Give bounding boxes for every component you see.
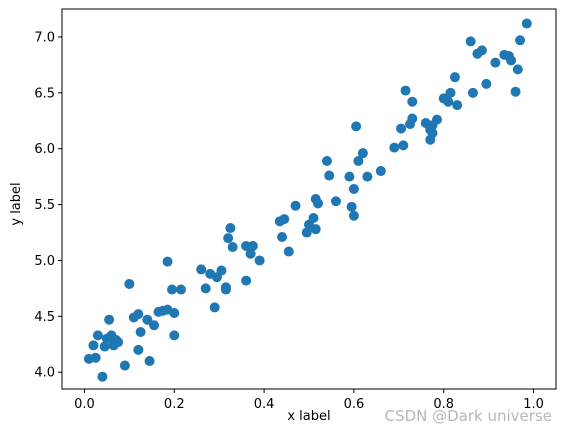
data-point — [216, 265, 227, 276]
data-point — [445, 87, 456, 98]
data-point — [279, 214, 290, 225]
data-point — [254, 255, 265, 266]
data-point — [283, 246, 294, 257]
data-point — [149, 320, 160, 331]
data-point — [227, 242, 238, 253]
data-point — [142, 314, 153, 325]
watermark-text: CSDN @Dark universe — [385, 407, 552, 425]
data-point — [481, 78, 492, 89]
data-point — [398, 140, 409, 151]
y-axis-ticks: 4.0 4.5 5.0 5.5 6.0 6.5 7.0 — [34, 30, 62, 381]
data-point — [427, 128, 438, 139]
x-tick-label: 0.6 — [344, 397, 365, 412]
data-point — [431, 114, 442, 125]
plot-area — [61, 8, 557, 390]
data-point — [99, 341, 110, 352]
data-points — [83, 18, 532, 382]
y-tick-label: 6.5 — [34, 86, 55, 101]
x-tick-label: 0.8 — [433, 397, 454, 412]
data-point — [169, 308, 180, 318]
data-point — [443, 96, 454, 107]
data-point — [209, 302, 220, 313]
x-tick-label: 0.0 — [74, 397, 95, 412]
data-point — [92, 330, 103, 341]
data-point — [321, 156, 332, 166]
data-point — [521, 18, 532, 29]
data-point — [506, 55, 517, 66]
data-point — [407, 113, 418, 124]
data-point — [90, 352, 101, 363]
y-tick-label: 4.5 — [34, 310, 55, 325]
data-point — [133, 344, 144, 355]
data-point — [400, 85, 411, 96]
data-point — [88, 340, 99, 351]
data-point — [467, 87, 478, 98]
data-point — [290, 200, 301, 211]
y-axis-label: y label — [9, 182, 24, 225]
data-point — [476, 45, 487, 56]
data-point — [346, 201, 357, 212]
data-point — [452, 100, 463, 111]
data-point — [241, 275, 252, 286]
data-point — [465, 36, 476, 47]
data-point — [97, 371, 108, 382]
data-point — [396, 123, 407, 134]
data-point — [225, 223, 236, 234]
data-point — [104, 314, 115, 325]
data-point — [119, 360, 130, 371]
data-point — [113, 337, 124, 348]
data-point — [353, 156, 364, 166]
data-point — [247, 240, 258, 251]
data-point — [245, 248, 256, 259]
x-axis-label: x label — [287, 409, 330, 424]
plot-frame — [61, 8, 557, 390]
data-point — [133, 309, 144, 320]
x-tick-label: 0.4 — [254, 397, 275, 412]
data-point — [510, 86, 521, 97]
data-point — [389, 142, 400, 153]
data-point — [220, 284, 231, 295]
data-point — [362, 171, 373, 182]
data-point — [330, 196, 341, 207]
x-tick-label: 0.2 — [164, 397, 185, 412]
data-point — [515, 35, 526, 46]
data-point — [344, 171, 355, 182]
data-point — [169, 330, 180, 341]
data-point — [277, 232, 288, 242]
data-point — [324, 170, 335, 181]
y-tick-label: 6.0 — [34, 142, 55, 157]
data-point — [176, 284, 187, 295]
y-tick-label: 5.5 — [34, 198, 55, 213]
data-point — [312, 198, 323, 209]
data-point — [357, 148, 368, 159]
y-tick-label: 5.0 — [34, 254, 55, 269]
data-point — [449, 72, 460, 83]
x-axis-ticks: 0.0 0.2 0.4 0.6 0.8 1.0 — [74, 389, 544, 412]
data-point — [301, 227, 312, 238]
data-point — [162, 256, 173, 267]
data-point — [348, 210, 359, 221]
data-point — [308, 213, 319, 223]
data-point — [490, 57, 501, 68]
data-point — [135, 327, 146, 337]
data-point — [375, 166, 386, 177]
data-point — [348, 183, 359, 194]
data-point — [223, 233, 234, 244]
y-tick-label: 7.0 — [34, 30, 55, 45]
data-point — [196, 264, 207, 275]
data-point — [144, 356, 155, 367]
x-tick-label: 1.0 — [523, 397, 544, 412]
data-point — [200, 283, 211, 294]
data-point — [124, 278, 135, 289]
data-point — [512, 64, 523, 75]
data-point — [351, 121, 362, 132]
data-point — [310, 224, 321, 235]
data-point — [407, 96, 418, 107]
data-point — [167, 284, 178, 295]
y-tick-label: 4.0 — [34, 366, 55, 381]
